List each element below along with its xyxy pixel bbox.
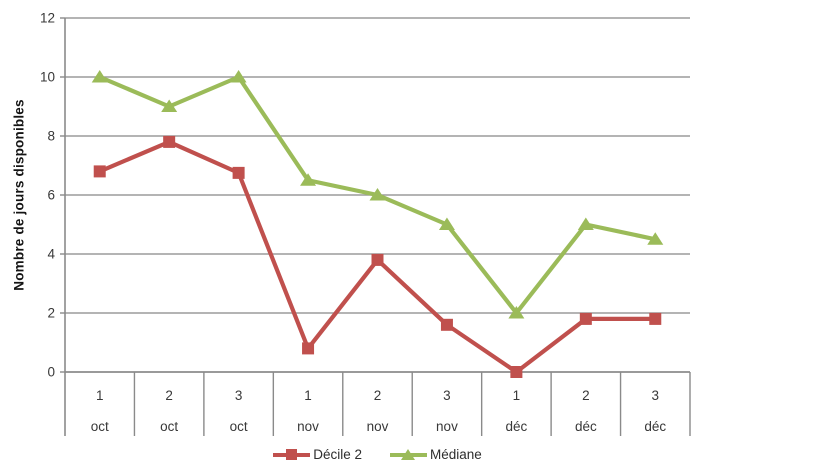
marker-square: [440, 318, 453, 331]
marker-triangle: [91, 70, 108, 83]
marker-triangle: [577, 217, 594, 230]
legend-item-mediane: Médiane: [389, 447, 482, 462]
y-tick-label: 0: [47, 365, 55, 380]
category-number-label: 1: [96, 388, 104, 403]
legend-marker-square-icon: [273, 448, 311, 461]
marker-triangle: [508, 306, 525, 319]
legend-label-mediane: Médiane: [429, 447, 482, 462]
marker-square: [579, 312, 592, 325]
y-tick-label: 2: [47, 306, 55, 321]
category-month-label: oct: [91, 419, 109, 434]
category-number-label: 3: [235, 388, 243, 403]
chart-legend: Décile 2 Médiane: [65, 447, 690, 462]
marker-triangle: [438, 217, 455, 230]
y-tick-label: 8: [47, 129, 55, 144]
category-number-label: 3: [443, 388, 451, 403]
category-number-label: 1: [304, 388, 312, 403]
category-month-label: déc: [575, 419, 597, 434]
legend-item-decile-2: Décile 2: [273, 447, 362, 462]
marker-square: [649, 312, 662, 325]
y-tick-label: 12: [40, 11, 55, 26]
category-number-label: 2: [165, 388, 173, 403]
marker-square: [510, 366, 523, 378]
marker-triangle: [300, 173, 317, 186]
category-number-label: 3: [652, 388, 660, 403]
category-number-label: 1: [513, 388, 521, 403]
legend-marker-triangle-icon: [389, 448, 427, 461]
category-month-label: nov: [436, 419, 458, 434]
category-month-label: nov: [367, 419, 389, 434]
category-month-label: oct: [230, 419, 248, 434]
y-tick-label: 6: [47, 188, 55, 203]
category-number-label: 2: [374, 388, 382, 403]
marker-square: [302, 342, 315, 355]
marker-triangle: [161, 99, 178, 112]
category-month-label: oct: [160, 419, 178, 434]
marker-triangle: [647, 232, 664, 245]
marker-square: [93, 165, 106, 178]
marker-triangle: [230, 70, 247, 83]
category-month-label: déc: [644, 419, 666, 434]
legend-label-decile-2: Décile 2: [313, 447, 362, 462]
marker-square: [232, 166, 245, 179]
y-tick-label: 4: [47, 247, 55, 262]
category-month-label: déc: [505, 419, 527, 434]
category-number-label: 2: [582, 388, 590, 403]
category-month-label: nov: [297, 419, 319, 434]
marker-square: [163, 135, 176, 148]
y-tick-label: 10: [40, 70, 55, 85]
marker-square: [371, 253, 384, 266]
marker-triangle: [369, 188, 386, 201]
